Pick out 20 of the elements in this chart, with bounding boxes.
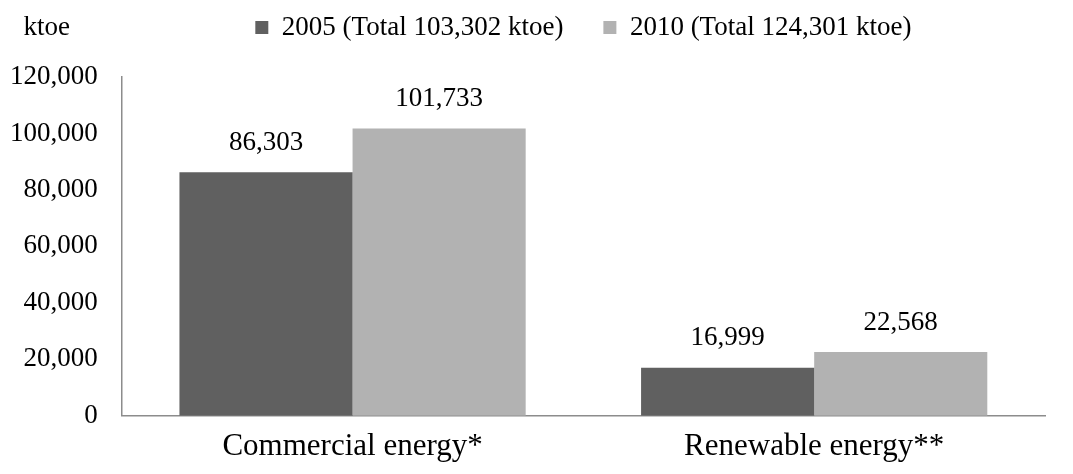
legend-label: 2005 (Total 103,302 ktoe) [281,10,564,41]
bar [179,172,353,416]
y-axis-title: ktoe [23,10,70,41]
y-tick-label: 0 [84,398,98,429]
y-tick-label: 40,000 [23,285,98,316]
bar [641,367,815,416]
data-label: 22,568 [863,305,938,336]
bar [352,128,526,416]
y-tick-label: 120,000 [10,60,98,91]
y-tick-label: 100,000 [10,116,98,147]
data-label: 86,303 [228,125,304,156]
x-tick-label: Commercial energy* [222,426,483,462]
x-tick-label: Renewable energy** [684,426,945,462]
y-tick-label: 60,000 [23,229,98,260]
bar [814,352,988,416]
data-label: 101,733 [395,82,483,113]
y-tick-label: 80,000 [23,173,98,204]
y-tick-label: 20,000 [23,342,98,373]
data-label: 16,999 [690,321,765,352]
legend-label: 2010 (Total 124,301 ktoe) [629,10,912,41]
